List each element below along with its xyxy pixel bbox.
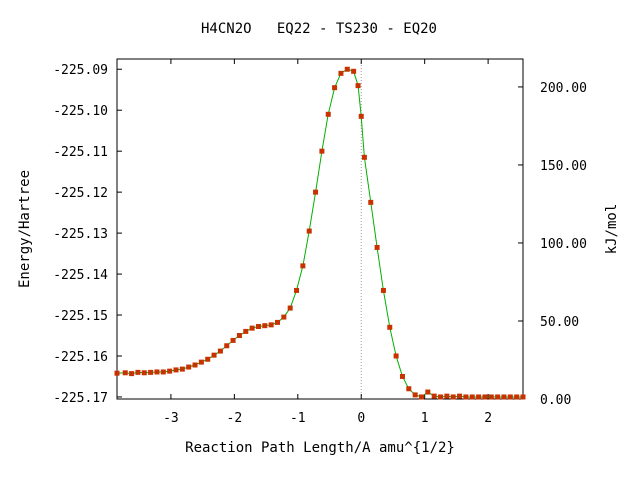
data-point	[406, 386, 412, 392]
data-point	[306, 228, 312, 234]
x-tick-label: -1	[290, 411, 306, 426]
data-point	[463, 394, 469, 400]
data-point	[313, 189, 319, 195]
data-point	[501, 394, 507, 400]
data-point	[393, 353, 399, 359]
data-point	[476, 394, 482, 400]
data-point	[355, 83, 361, 89]
data-point	[192, 362, 198, 368]
y-tick-label: -225.15	[53, 309, 108, 324]
data-point	[412, 392, 418, 398]
data-point	[141, 370, 147, 376]
data-point	[380, 287, 386, 293]
data-point	[230, 337, 236, 343]
data-point	[167, 368, 173, 374]
y2-tick-label: 100.00	[540, 237, 587, 252]
data-point	[224, 343, 230, 349]
data-point	[520, 394, 526, 400]
data-point	[374, 244, 380, 250]
y-tick-label: -225.12	[53, 186, 108, 201]
data-point	[211, 352, 217, 358]
y2-tick-label: 200.00	[540, 81, 587, 96]
y-axis-label: Energy/Hartree	[17, 170, 33, 288]
x-tick-label: 0	[357, 411, 365, 426]
data-point	[122, 370, 128, 376]
x-axis-label: Reaction Path Length/A amu^{1/2}	[185, 440, 455, 456]
series-layer	[114, 66, 526, 400]
data-point	[129, 371, 135, 377]
data-point	[319, 148, 325, 154]
data-point	[300, 263, 306, 269]
chart-title: H4CN2O EQ22 - TS230 - EQ20	[201, 21, 437, 37]
y2-tick-label: 50.00	[540, 315, 579, 330]
data-point	[281, 314, 287, 320]
data-point	[469, 394, 475, 400]
axes-layer: -3 -2 -1 0 1 2 -225.09 -225.10 -225.11 -225.12 -22…	[53, 59, 587, 426]
y2-axis-label: kJ/mol	[604, 204, 620, 255]
data-point	[399, 373, 405, 379]
x-tick-label: 2	[484, 411, 492, 426]
data-point	[186, 364, 192, 370]
data-point	[351, 68, 357, 74]
data-point	[262, 323, 268, 329]
data-point	[236, 333, 242, 339]
data-point	[332, 85, 338, 91]
data-point	[154, 369, 160, 375]
data-point	[287, 305, 293, 311]
data-point	[514, 394, 520, 400]
x-tick-label: 1	[421, 411, 429, 426]
y-tick-label: -225.10	[53, 104, 108, 119]
x-tick-label: -3	[163, 411, 179, 426]
data-point	[507, 394, 513, 400]
y-tick-label: -225.14	[53, 268, 108, 283]
y-tick-label: -225.17	[53, 391, 108, 406]
data-point	[148, 369, 154, 375]
data-point	[294, 287, 300, 293]
y2-tick-label: 150.00	[540, 159, 587, 174]
data-point	[249, 325, 255, 331]
plot-frame	[116, 58, 524, 400]
data-point	[268, 322, 274, 328]
data-point	[205, 356, 211, 362]
data-point	[255, 323, 261, 329]
data-point	[450, 394, 456, 400]
data-point	[358, 113, 364, 119]
y-tick-label: -225.11	[53, 145, 108, 160]
data-point	[274, 319, 280, 325]
data-point	[444, 393, 450, 399]
data-point	[179, 366, 185, 372]
y2-tick-label: 0.00	[540, 393, 571, 408]
data-point	[368, 199, 374, 205]
data-point	[173, 367, 179, 373]
data-point	[488, 394, 494, 400]
data-point	[361, 154, 367, 160]
data-point	[344, 66, 350, 72]
data-point	[198, 359, 204, 365]
data-point	[160, 369, 166, 375]
data-point	[114, 370, 120, 376]
y-tick-label: -225.16	[53, 350, 108, 365]
series-line	[116, 68, 523, 398]
data-point	[325, 111, 331, 117]
data-point	[438, 394, 444, 400]
x-tick-label: -2	[227, 411, 243, 426]
data-point	[431, 393, 437, 399]
data-point	[217, 348, 223, 354]
data-point	[482, 394, 488, 400]
data-point	[387, 324, 393, 330]
data-point	[135, 369, 141, 375]
data-point	[425, 389, 431, 395]
y-tick-label: -225.13	[53, 227, 108, 242]
data-point	[419, 394, 424, 400]
data-point	[457, 393, 463, 399]
y-tick-label: -225.09	[53, 63, 108, 78]
data-point	[495, 394, 501, 400]
data-point	[338, 70, 344, 76]
data-point	[243, 328, 249, 334]
